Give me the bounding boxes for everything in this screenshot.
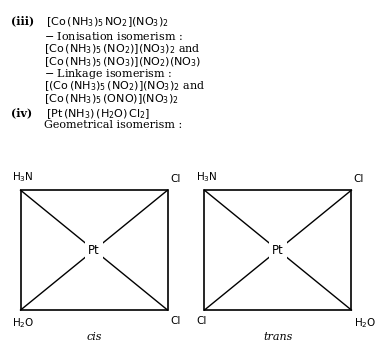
Text: Pt: Pt: [272, 244, 284, 257]
Text: (iv): (iv): [11, 107, 33, 118]
Text: Cl: Cl: [170, 174, 180, 184]
Bar: [205, 190, 352, 310]
Text: Cl: Cl: [196, 316, 207, 326]
Text: $[\mathrm{Co\,(NH_3)_5\,NO_2](NO_3)_2}$: $[\mathrm{Co\,(NH_3)_5\,NO_2](NO_3)_2}$: [46, 15, 169, 29]
Text: $[\mathrm{Co\,(NH_3)_5\,(NO_3)](NO_2)(NO_3)}$: $[\mathrm{Co\,(NH_3)_5\,(NO_3)](NO_2)(NO…: [44, 55, 202, 69]
Text: Cl: Cl: [354, 174, 364, 184]
Text: $[\mathrm{Co\,(NH_3)_5\,(NO_2)](NO_3)_2}$ and: $[\mathrm{Co\,(NH_3)_5\,(NO_2)](NO_3)_2}…: [44, 43, 201, 57]
Text: Pt: Pt: [88, 244, 100, 257]
Text: trans: trans: [263, 332, 293, 342]
Text: $\mathrm{H_2O}$: $\mathrm{H_2O}$: [354, 316, 376, 330]
Text: $[\mathrm{Pt\,(NH_3)\,(H_2O)\,Cl_2}]$: $[\mathrm{Pt\,(NH_3)\,(H_2O)\,Cl_2}]$: [46, 107, 151, 121]
Text: $[(\mathrm{Co\,(NH_3)_5\,(NO_2)](NO_3)_2}$ and: $[(\mathrm{Co\,(NH_3)_5\,(NO_2)](NO_3)_2…: [44, 79, 205, 93]
Text: $\mathrm{H_3N}$: $\mathrm{H_3N}$: [196, 170, 218, 184]
Text: Cl: Cl: [170, 316, 180, 326]
Text: $\mathrm{H_3N}$: $\mathrm{H_3N}$: [12, 170, 34, 184]
Text: (iii): (iii): [11, 15, 34, 26]
Text: $\mathrm{H_2O}$: $\mathrm{H_2O}$: [12, 316, 35, 330]
Text: $[\mathrm{Co\,(NH_3)_5\,(ONO)](NO_3)_2}$: $[\mathrm{Co\,(NH_3)_5\,(ONO)](NO_3)_2}$: [44, 92, 179, 106]
Text: $-$ Linkage isomerism :: $-$ Linkage isomerism :: [44, 67, 172, 81]
Text: $-$ Ionisation isomerism :: $-$ Ionisation isomerism :: [44, 30, 183, 42]
Text: Geometrical isomerism :: Geometrical isomerism :: [44, 120, 183, 130]
Bar: [21, 190, 168, 310]
Text: cis: cis: [86, 332, 102, 342]
